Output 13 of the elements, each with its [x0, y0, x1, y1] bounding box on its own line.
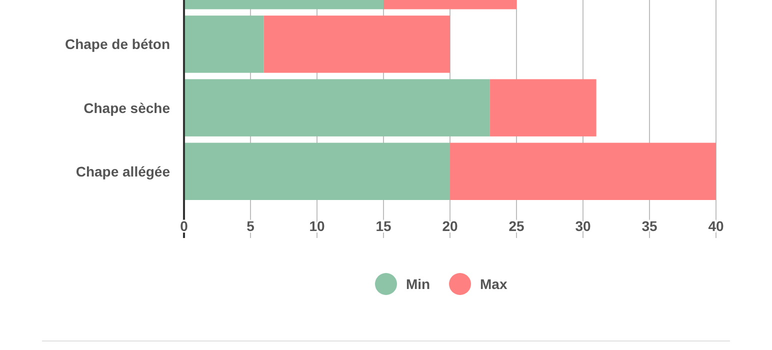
- y-tick-label: Chape allégée: [76, 163, 170, 180]
- x-tick-label: 35: [642, 218, 658, 234]
- x-tick-label: 20: [442, 218, 458, 234]
- x-tick-label: 15: [376, 218, 392, 234]
- legend-label: Max: [480, 276, 508, 292]
- legend-label: Min: [406, 276, 430, 292]
- x-tick-label: 5: [246, 218, 255, 234]
- x-tick-label: 30: [575, 218, 591, 234]
- x-tick-label: 10: [309, 218, 325, 234]
- x-tick-label: 40: [708, 218, 724, 234]
- x-tick-label: 25: [508, 218, 524, 234]
- y-tick-label: Chape de béton: [64, 36, 170, 52]
- y-tick-label: Chape sèche: [84, 100, 170, 116]
